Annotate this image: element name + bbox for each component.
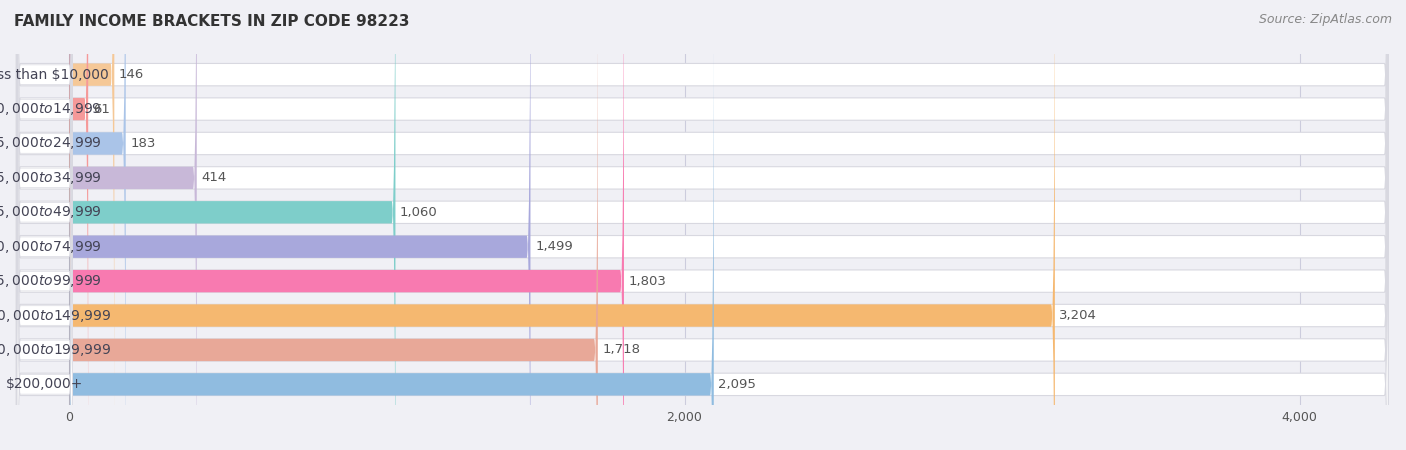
Text: $15,000 to $24,999: $15,000 to $24,999 (0, 135, 103, 152)
FancyBboxPatch shape (17, 0, 1388, 450)
FancyBboxPatch shape (17, 0, 1388, 450)
FancyBboxPatch shape (17, 0, 73, 450)
FancyBboxPatch shape (69, 0, 598, 450)
Text: 1,060: 1,060 (401, 206, 437, 219)
Text: $25,000 to $34,999: $25,000 to $34,999 (0, 170, 103, 186)
Text: Less than $10,000: Less than $10,000 (0, 68, 108, 81)
FancyBboxPatch shape (17, 0, 1388, 450)
Text: 1,499: 1,499 (536, 240, 572, 253)
Text: FAMILY INCOME BRACKETS IN ZIP CODE 98223: FAMILY INCOME BRACKETS IN ZIP CODE 98223 (14, 14, 409, 28)
Text: $50,000 to $74,999: $50,000 to $74,999 (0, 238, 103, 255)
FancyBboxPatch shape (69, 0, 125, 450)
FancyBboxPatch shape (69, 0, 114, 450)
FancyBboxPatch shape (17, 0, 73, 443)
Text: 183: 183 (131, 137, 156, 150)
Text: 146: 146 (120, 68, 145, 81)
FancyBboxPatch shape (69, 0, 530, 450)
FancyBboxPatch shape (17, 0, 73, 450)
FancyBboxPatch shape (69, 0, 1054, 450)
FancyBboxPatch shape (69, 0, 714, 450)
FancyBboxPatch shape (17, 0, 73, 450)
FancyBboxPatch shape (69, 0, 89, 450)
FancyBboxPatch shape (17, 0, 1388, 450)
FancyBboxPatch shape (69, 0, 197, 450)
Text: 414: 414 (201, 171, 226, 184)
FancyBboxPatch shape (17, 0, 1388, 450)
FancyBboxPatch shape (17, 0, 1388, 450)
Text: 2,095: 2,095 (718, 378, 756, 391)
Text: 3,204: 3,204 (1060, 309, 1097, 322)
Text: Source: ZipAtlas.com: Source: ZipAtlas.com (1258, 14, 1392, 27)
FancyBboxPatch shape (17, 0, 1388, 450)
FancyBboxPatch shape (69, 0, 395, 450)
Text: $10,000 to $14,999: $10,000 to $14,999 (0, 101, 103, 117)
FancyBboxPatch shape (17, 50, 73, 450)
FancyBboxPatch shape (17, 0, 1388, 450)
FancyBboxPatch shape (17, 0, 73, 450)
FancyBboxPatch shape (69, 0, 624, 450)
Text: $35,000 to $49,999: $35,000 to $49,999 (0, 204, 103, 220)
Text: $75,000 to $99,999: $75,000 to $99,999 (0, 273, 103, 289)
Text: $150,000 to $199,999: $150,000 to $199,999 (0, 342, 111, 358)
FancyBboxPatch shape (17, 16, 73, 450)
FancyBboxPatch shape (17, 0, 1388, 450)
Text: 61: 61 (93, 103, 110, 116)
Text: 1,803: 1,803 (628, 274, 666, 288)
FancyBboxPatch shape (17, 0, 73, 450)
Text: $200,000+: $200,000+ (6, 378, 83, 392)
FancyBboxPatch shape (17, 0, 73, 409)
Text: 1,718: 1,718 (602, 343, 640, 356)
FancyBboxPatch shape (17, 0, 73, 450)
Text: $100,000 to $149,999: $100,000 to $149,999 (0, 307, 111, 324)
FancyBboxPatch shape (17, 0, 1388, 450)
